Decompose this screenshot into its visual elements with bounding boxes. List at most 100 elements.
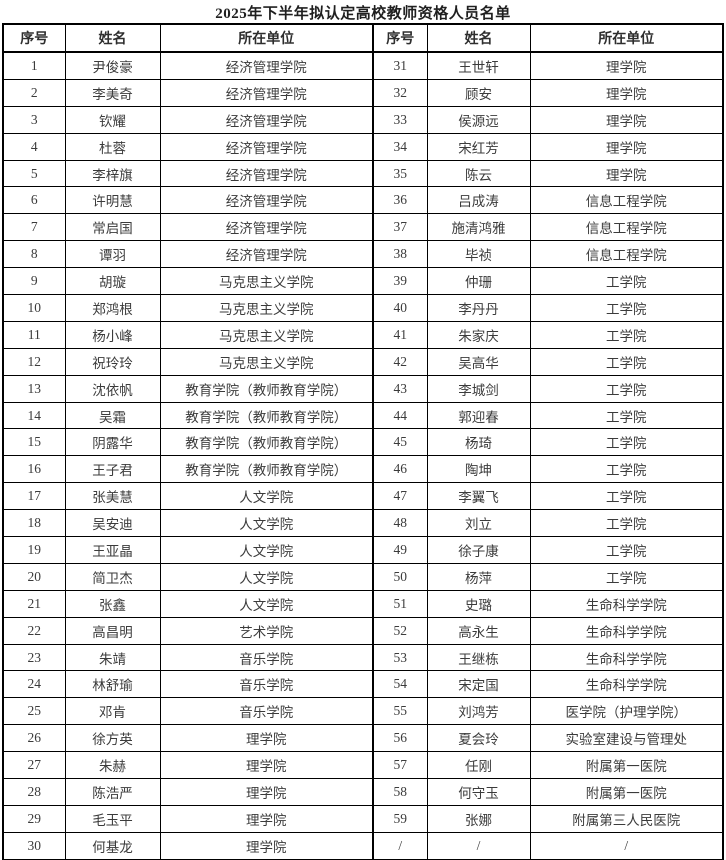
unit-cell: 人文学院 (159, 562, 374, 591)
serial-cell: 13 (2, 374, 66, 403)
unit-cell: 工学院 (529, 320, 724, 349)
table-row: 5 李梓旗 经济管理学院 35 陈云 理学院 (2, 159, 724, 188)
serial-cell: 10 (2, 294, 66, 322)
serial-cell: 38 (372, 240, 428, 269)
serial-cell: / (372, 831, 428, 860)
table-row: 8 谭羽 经济管理学院 38 毕祯 信息工程学院 (2, 240, 724, 269)
name-cell: 张美慧 (64, 482, 161, 511)
name-cell: 杨萍 (426, 562, 531, 591)
serial-cell: 27 (2, 751, 66, 780)
table-row: 26 徐方英 理学院 56 夏会玲 实验室建设与管理处 (2, 724, 724, 753)
serial-cell: 21 (2, 589, 66, 618)
unit-cell: 教育学院（教师教育学院） (159, 401, 374, 430)
unit-cell: 马克思主义学院 (159, 294, 374, 322)
table-row: 12 祝玲玲 马克思主义学院 42 吴高华 工学院 (2, 347, 724, 376)
serial-cell: 28 (2, 778, 66, 806)
serial-cell: 57 (372, 751, 428, 780)
serial-cell: 50 (372, 562, 428, 591)
table-row: 28 陈浩严 理学院 58 何守玉 附属第一医院 (2, 778, 724, 806)
header-row: 序号 姓名 所在单位 序号 姓名 所在单位 (2, 23, 724, 53)
serial-cell: 20 (2, 562, 66, 591)
unit-cell: 马克思主义学院 (159, 267, 374, 296)
unit-cell: 经济管理学院 (159, 78, 374, 107)
unit-cell: 教育学院（教师教育学院） (159, 428, 374, 457)
serial-cell: 48 (372, 509, 428, 538)
serial-cell: 6 (2, 186, 66, 215)
name-cell: 王世轩 (426, 51, 531, 80)
serial-cell: 24 (2, 670, 66, 699)
unit-cell: 生命科学学院 (529, 643, 724, 672)
serial-cell: 47 (372, 482, 428, 511)
name-cell: 毕祯 (426, 240, 531, 269)
name-cell: 邓肯 (64, 697, 161, 726)
unit-cell: 信息工程学院 (529, 213, 724, 242)
name-cell: 李翼飞 (426, 482, 531, 511)
name-cell: 李城剑 (426, 374, 531, 403)
table-row: 21 张鑫 人文学院 51 史璐 生命科学学院 (2, 589, 724, 618)
name-cell: 朱靖 (64, 643, 161, 672)
header-name-left: 姓名 (64, 23, 161, 53)
name-cell: 刘立 (426, 509, 531, 538)
unit-cell: 经济管理学院 (159, 132, 374, 161)
name-cell: 陈云 (426, 159, 531, 188)
name-cell: 李梓旗 (64, 159, 161, 188)
unit-cell: 附属第一医院 (529, 751, 724, 780)
unit-cell: 理学院 (529, 78, 724, 107)
name-cell: 张娜 (426, 804, 531, 833)
table-row: 29 毛玉平 理学院 59 张娜 附属第三人民医院 (2, 804, 724, 833)
serial-cell: 43 (372, 374, 428, 403)
table-row: 14 吴霜 教育学院（教师教育学院） 44 郭迎春 工学院 (2, 401, 724, 430)
table-row: 18 吴安迪 人文学院 48 刘立 工学院 (2, 509, 724, 538)
name-cell: 侯源远 (426, 105, 531, 134)
table-row: 30 何基龙 理学院 / / / (2, 831, 724, 860)
name-cell: 顾安 (426, 78, 531, 107)
serial-cell: 22 (2, 616, 66, 645)
serial-cell: 46 (372, 455, 428, 484)
header-serial-right: 序号 (372, 23, 428, 53)
name-cell: 宋定国 (426, 670, 531, 699)
name-cell: 郭迎春 (426, 401, 531, 430)
unit-cell: 附属第三人民医院 (529, 804, 724, 833)
serial-cell: 52 (372, 616, 428, 645)
unit-cell: 人文学院 (159, 509, 374, 538)
name-cell: 杨小峰 (64, 320, 161, 349)
serial-cell: 51 (372, 589, 428, 618)
unit-cell: 附属第一医院 (529, 778, 724, 806)
unit-cell: 工学院 (529, 455, 724, 484)
unit-cell: 工学院 (529, 536, 724, 564)
unit-cell: 理学院 (529, 132, 724, 161)
name-cell: 夏会玲 (426, 724, 531, 753)
name-cell: 常启国 (64, 213, 161, 242)
roster-table: 序号 姓名 所在单位 序号 姓名 所在单位 1 尹俊豪 经济管理学院 31 王世轩 理学院… (2, 23, 724, 860)
table-row: 1 尹俊豪 经济管理学院 31 王世轩 理学院 (2, 51, 724, 80)
unit-cell: 理学院 (159, 778, 374, 806)
name-cell: 王继栋 (426, 643, 531, 672)
table-row: 9 胡璇 马克思主义学院 39 仲珊 工学院 (2, 267, 724, 296)
serial-cell: 49 (372, 536, 428, 564)
serial-cell: 9 (2, 267, 66, 296)
unit-cell: 工学院 (529, 428, 724, 457)
name-cell: 施清鸿雅 (426, 213, 531, 242)
unit-cell: 理学院 (159, 804, 374, 833)
unit-cell: 工学院 (529, 562, 724, 591)
name-cell: 沈依帆 (64, 374, 161, 403)
table-row: 13 沈依帆 教育学院（教师教育学院） 43 李城剑 工学院 (2, 374, 724, 403)
serial-cell: 33 (372, 105, 428, 134)
table-row: 22 高昌明 艺术学院 52 高永生 生命科学学院 (2, 616, 724, 645)
serial-cell: 59 (372, 804, 428, 833)
unit-cell: 理学院 (529, 159, 724, 188)
name-cell: 徐方英 (64, 724, 161, 753)
unit-cell: 工学院 (529, 374, 724, 403)
name-cell: 谭羽 (64, 240, 161, 269)
name-cell: 何基龙 (64, 831, 161, 860)
serial-cell: 30 (2, 831, 66, 860)
table-row: 7 常启国 经济管理学院 37 施清鸿雅 信息工程学院 (2, 213, 724, 242)
unit-cell: 信息工程学院 (529, 186, 724, 215)
serial-cell: 45 (372, 428, 428, 457)
roster-table-header: 序号 姓名 所在单位 序号 姓名 所在单位 (2, 23, 724, 53)
serial-cell: 16 (2, 455, 66, 484)
header-name-right: 姓名 (426, 23, 531, 53)
serial-cell: 26 (2, 724, 66, 753)
unit-cell: 教育学院（教师教育学院） (159, 455, 374, 484)
